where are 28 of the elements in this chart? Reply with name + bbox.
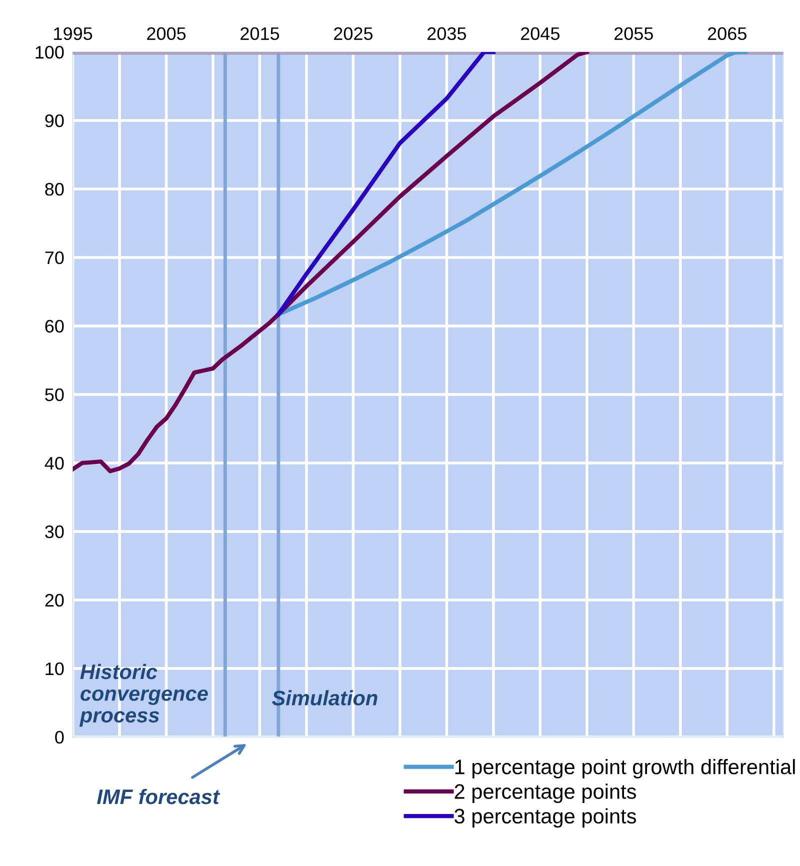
x-tick-label: 2045 xyxy=(520,27,560,40)
x-tick-label: 2065 xyxy=(708,27,746,40)
y-tick-label: 20 xyxy=(45,594,64,607)
x-tick-label: 2025 xyxy=(334,27,373,40)
y-tick-label: 90 xyxy=(45,114,64,128)
x-tick-label: 2055 xyxy=(614,27,653,40)
line-series xyxy=(72,52,589,474)
annotation: Simulation xyxy=(272,690,378,706)
x-tick-label: 2035 xyxy=(428,27,466,40)
y-tick-label: 40 xyxy=(44,456,64,470)
y-tick-label: 100 xyxy=(36,46,64,59)
line-series xyxy=(276,52,748,316)
x-tick-label: 2005 xyxy=(147,27,186,40)
x-tick-label: 1995 xyxy=(54,27,92,40)
x-tick-label: 2015 xyxy=(240,27,280,40)
y-tick-label: 70 xyxy=(45,251,64,264)
legend-label: 1 percentage point growth differential xyxy=(455,759,795,778)
legend-label: 3 percentage points xyxy=(454,808,636,828)
y-tick-label: 60 xyxy=(45,320,64,333)
y-tick-label: 0 xyxy=(55,730,64,744)
y-tick-label: 80 xyxy=(45,182,64,196)
text: IMF forecast xyxy=(97,788,220,804)
annotation: Historic convergence process xyxy=(79,664,208,727)
y-tick-label: 10 xyxy=(46,662,64,676)
y-tick-label: 50 xyxy=(45,388,64,402)
y-tick-label: 30 xyxy=(45,525,64,538)
line-series xyxy=(276,52,496,316)
legend-label: 2 percentage points xyxy=(454,784,636,804)
